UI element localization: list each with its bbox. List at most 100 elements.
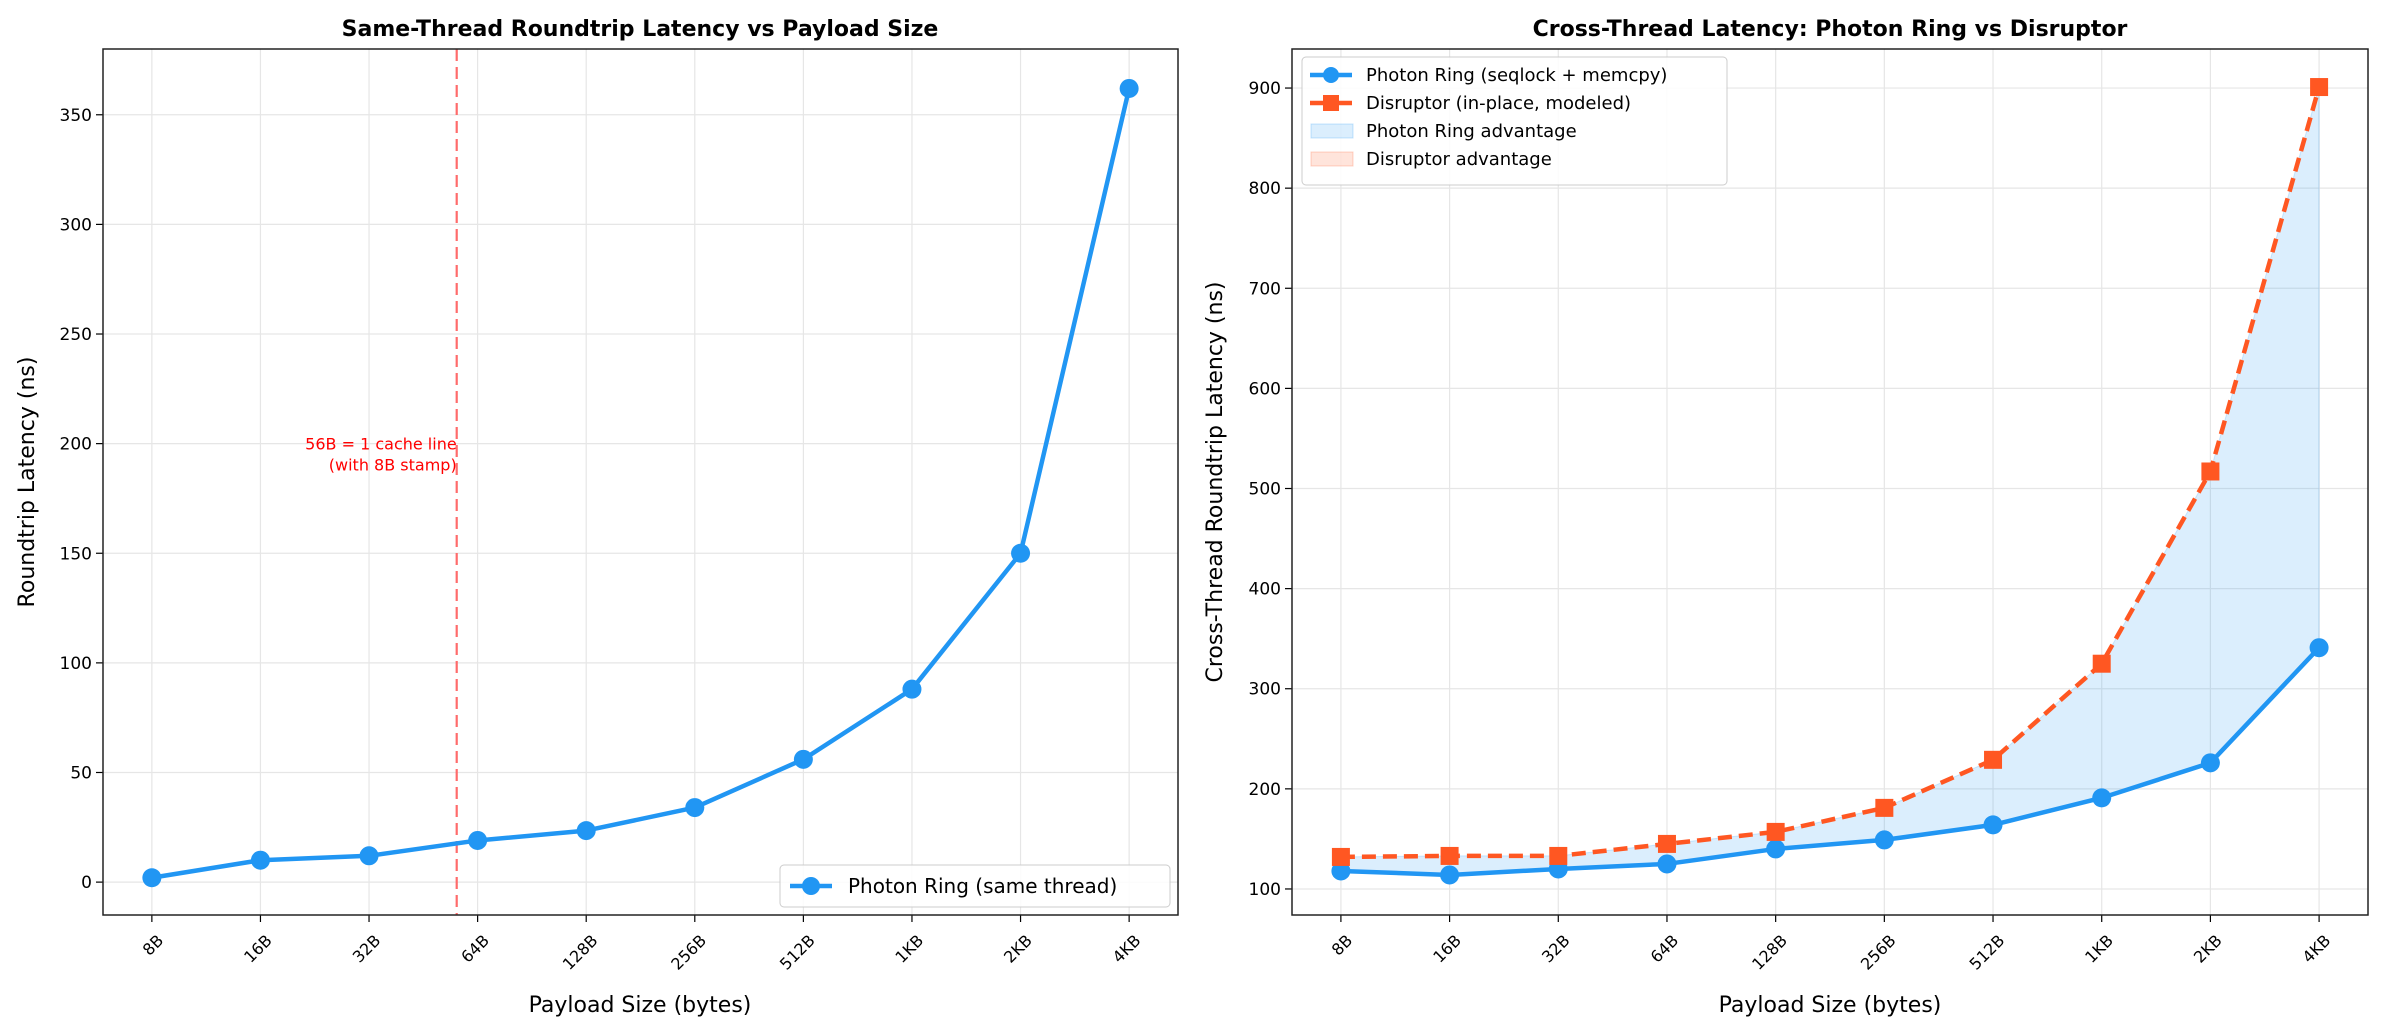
y-tick-label: 150 xyxy=(60,544,92,564)
series-line xyxy=(1340,646,2321,878)
x-axis-label: Payload Size (bytes) xyxy=(529,993,752,1018)
data-point xyxy=(2201,462,2220,481)
legend-label: Photon Ring advantage xyxy=(1366,121,1577,142)
data-point xyxy=(1657,854,1677,874)
legend-swatch-marker xyxy=(802,877,820,895)
x-tick-label: 2KB xyxy=(2190,931,2226,967)
y-tick-label: 700 xyxy=(1249,279,1281,299)
legend-swatch-fill xyxy=(1310,151,1354,167)
data-point xyxy=(1766,839,1786,859)
y-tick-label: 500 xyxy=(1249,480,1281,500)
series-disruptor-in-place-modeled- xyxy=(1331,78,2329,866)
x-tick-label: 32B xyxy=(349,931,385,967)
data-point xyxy=(793,749,813,769)
data-point xyxy=(1657,834,1676,853)
annotation-text: (with 8B stamp) xyxy=(329,456,457,475)
legend-label: Photon Ring (seqlock + memcpy) xyxy=(1366,65,1667,86)
data-point xyxy=(1331,847,1350,866)
legend-box xyxy=(779,864,1171,908)
y-tick-label: 900 xyxy=(1249,79,1281,99)
data-point xyxy=(1440,865,1460,885)
data-point xyxy=(1766,822,1785,841)
y-tick-label: 100 xyxy=(60,654,92,674)
y-tick-label: 50 xyxy=(70,763,92,783)
photon-ring-advantage-area xyxy=(1340,86,2320,876)
x-tick-label: 512B xyxy=(776,931,819,974)
annotation-text: 56B = 1 cache line xyxy=(305,435,457,454)
x-tick-label: 512B xyxy=(1966,931,2009,974)
data-point xyxy=(576,821,596,841)
legend: Photon Ring (same thread) xyxy=(779,864,1171,908)
legend-label: Photon Ring (same thread) xyxy=(848,874,1117,898)
x-tick-label: 1KB xyxy=(891,931,927,967)
y-tick-label: 300 xyxy=(60,215,92,235)
data-point xyxy=(1875,798,1894,817)
data-point xyxy=(2092,654,2111,673)
x-tick-label: 256B xyxy=(1857,931,1900,974)
grid xyxy=(1292,49,2368,915)
data-point xyxy=(1440,846,1459,865)
legend: Photon Ring (seqlock + memcpy) Disruptor … xyxy=(1301,56,1728,186)
data-point xyxy=(1983,815,2003,835)
x-tick-label: 16B xyxy=(1429,931,1465,967)
x-tick-label: 4KB xyxy=(2299,931,2335,967)
data-point xyxy=(1984,750,2003,769)
data-point xyxy=(1011,543,1031,563)
data-point xyxy=(2200,753,2220,773)
data-point xyxy=(2310,78,2329,97)
series-line xyxy=(151,87,1132,880)
y-axis-label: Roundtrip Latency (ns) xyxy=(15,357,40,608)
same-thread-chart: Same-Thread Roundtrip Latency vs Payload… xyxy=(15,17,1179,1018)
chart-title: Cross-Thread Latency: Photon Ring vs Dis… xyxy=(1533,17,2128,42)
y-tick-label: 200 xyxy=(1249,780,1281,800)
y-axis-label: Cross-Thread Roundtrip Latency (ns) xyxy=(1203,281,1228,682)
x-tick-label: 256B xyxy=(667,931,710,974)
data-point xyxy=(142,868,162,888)
y-tick-label: 350 xyxy=(60,106,92,126)
y-tick-label: 800 xyxy=(1249,179,1281,199)
y-tick-label: 0 xyxy=(81,873,92,893)
y-tick-label: 250 xyxy=(60,325,92,345)
y-tick-label: 100 xyxy=(1249,880,1281,900)
y-tick-label: 300 xyxy=(1249,680,1281,700)
data-point xyxy=(468,830,488,850)
plot-frame xyxy=(102,48,1179,916)
data-point xyxy=(1549,846,1568,865)
data-point xyxy=(1331,861,1351,881)
legend-label: Disruptor advantage xyxy=(1366,149,1552,170)
x-tick-label: 1KB xyxy=(2081,931,2117,967)
grid xyxy=(103,49,1178,915)
y-tick-label: 200 xyxy=(60,435,92,455)
legend-swatch-fill xyxy=(1310,123,1354,139)
y-tick-label: 600 xyxy=(1249,379,1281,399)
data-point xyxy=(2092,788,2112,808)
x-tick-label: 8B xyxy=(139,931,167,959)
x-tick-label: 32B xyxy=(1538,931,1574,967)
x-tick-label: 64B xyxy=(457,931,493,967)
cross-thread-chart: Cross-Thread Latency: Photon Ring vs Dis… xyxy=(1203,17,2369,1018)
plot-frame xyxy=(1291,48,2369,916)
legend-label: Disruptor (in-place, modeled) xyxy=(1366,93,1631,114)
chart-title: Same-Thread Roundtrip Latency vs Payload… xyxy=(342,17,939,42)
series-photon-ring-same-thread- xyxy=(142,78,1139,888)
x-tick-label: 16B xyxy=(240,931,276,967)
data-point xyxy=(359,846,379,866)
legend-swatch-marker xyxy=(1323,95,1339,111)
data-point xyxy=(2309,638,2329,658)
x-tick-label: 64B xyxy=(1647,931,1683,967)
y-tick-label: 400 xyxy=(1249,580,1281,600)
x-axis-label: Payload Size (bytes) xyxy=(1719,993,1942,1018)
legend-box xyxy=(1301,56,1728,186)
x-tick-label: 4KB xyxy=(1109,931,1145,967)
data-point xyxy=(685,798,705,818)
legend-swatch-marker xyxy=(1323,67,1339,83)
data-point xyxy=(250,850,270,870)
data-point xyxy=(902,679,922,699)
data-point xyxy=(1874,830,1894,850)
data-point xyxy=(1119,78,1139,98)
x-tick-label: 2KB xyxy=(1000,931,1036,967)
series-line xyxy=(1340,86,2322,860)
x-tick-label: 8B xyxy=(1328,931,1356,959)
x-tick-label: 128B xyxy=(559,931,602,974)
